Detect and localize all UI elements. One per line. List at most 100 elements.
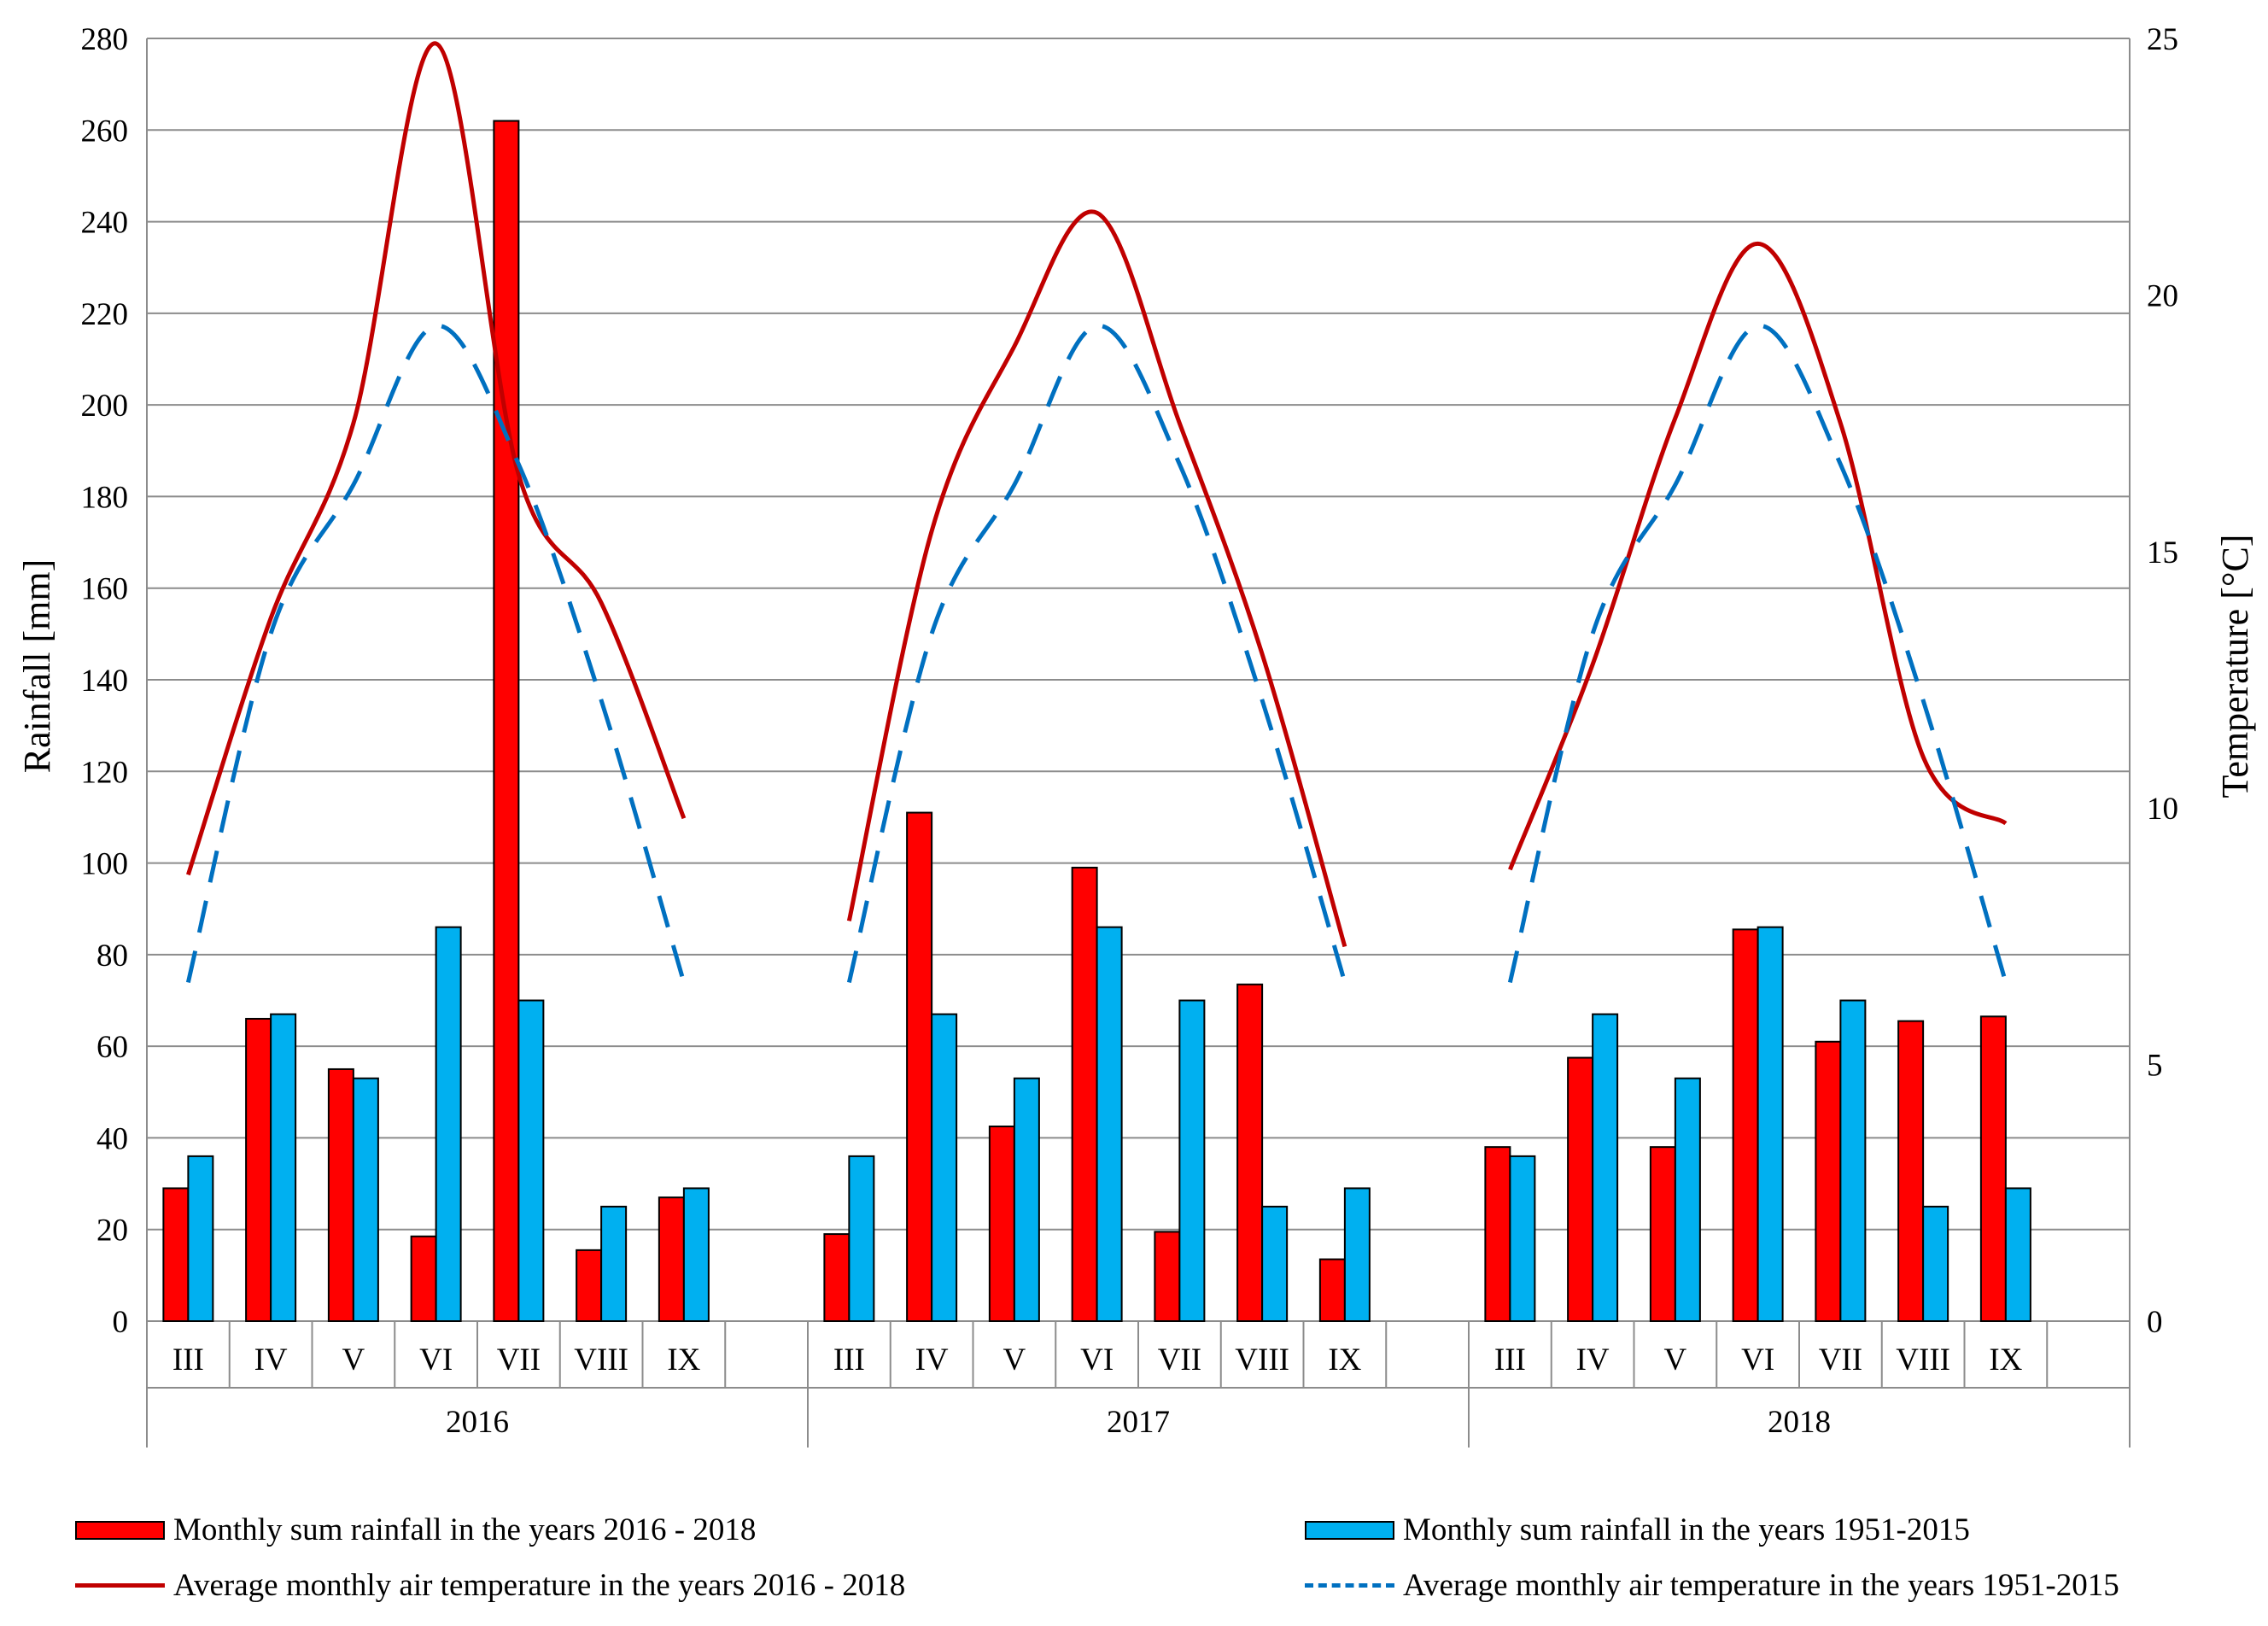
gridlines	[147, 38, 2130, 1322]
bar-rainfall-2016-2018	[1236, 983, 1264, 1322]
x-tick-label-month: VI	[1741, 1342, 1774, 1377]
legend-item-rainfall-2016-2018: Monthly sum rainfall in the years 2016 -…	[75, 1512, 756, 1548]
y-tick-label: 120	[81, 755, 129, 790]
legend-item-rainfall-1951-2015: Monthly sum rainfall in the years 1951-2…	[1305, 1512, 1970, 1548]
bar-rainfall-1951-2015	[187, 1155, 214, 1323]
x-tick-label-month: VII	[1819, 1342, 1862, 1377]
y-tick-label: 280	[81, 22, 129, 57]
x-tick-label-month: VI	[419, 1342, 453, 1377]
bar-rainfall-1951-2015	[1674, 1077, 1701, 1322]
y-axis-title: Rainfall [mm]	[16, 559, 58, 774]
line-temperature-1951-2015	[1507, 323, 2008, 984]
bar-rainfall-1951-2015	[2004, 1187, 2031, 1322]
bar-rainfall-1951-2015	[682, 1187, 710, 1322]
bar-rainfall-1951-2015	[600, 1205, 628, 1322]
bar-rainfall-2016-2018	[576, 1249, 603, 1322]
x-tick-label-month: IV	[254, 1342, 288, 1377]
bar-rainfall-2016-2018	[1979, 1015, 2007, 1323]
legend-item-temperature-1951-2015: Average monthly air temperature in the y…	[1305, 1567, 2119, 1604]
bar-rainfall-1951-2015	[517, 999, 545, 1322]
y-tick-label: 60	[96, 1030, 128, 1065]
bar-rainfall-2016-2018	[1318, 1258, 1346, 1323]
x-tick-label-month: V	[342, 1342, 365, 1377]
bar-rainfall-1951-2015	[1922, 1205, 1949, 1322]
x-tick-label-month: III	[833, 1342, 865, 1377]
legend-item-temperature-2016-2018: Average monthly air temperature in the y…	[75, 1567, 905, 1604]
y-tick-label: 260	[81, 114, 129, 149]
bar-rainfall-2016-2018	[1649, 1146, 1676, 1322]
bar-rainfall-2016-2018	[410, 1235, 437, 1323]
x-tick-label-year: 2017	[1107, 1405, 1170, 1440]
y2-tick-label: 10	[2147, 792, 2178, 827]
x-tick-label-month: IV	[915, 1342, 949, 1377]
x-tick-label-month: III	[172, 1342, 204, 1377]
y-tick-label: 200	[81, 389, 129, 424]
bar-rainfall-2016-2018	[988, 1126, 1015, 1322]
legend: Monthly sum rainfall in the years 2016 -…	[0, 1486, 2268, 1614]
legend-label: Average monthly air temperature in the y…	[1403, 1568, 2119, 1603]
bar-rainfall-1951-2015	[270, 1013, 297, 1323]
y2-tick-label: 25	[2147, 22, 2178, 57]
x-tick-label-month: VII	[497, 1342, 541, 1377]
x-tick-label-year: 2018	[1768, 1405, 1831, 1440]
bar-rainfall-1951-2015	[1839, 999, 1867, 1322]
bar-rainfall-1951-2015	[931, 1013, 958, 1323]
bar-rainfall-1951-2015	[848, 1155, 875, 1323]
x-tick-label-year: 2016	[446, 1405, 509, 1440]
bar-rainfall-2016-2018	[823, 1233, 850, 1323]
x-tick-label-month: IX	[1989, 1342, 2022, 1377]
bar-rainfall-1951-2015	[435, 926, 462, 1322]
x-tick-label-month: IV	[1576, 1342, 1610, 1377]
y-tick-label: 140	[81, 664, 129, 699]
y-tick-label: 80	[96, 939, 128, 974]
x-tick-label-month: III	[1494, 1342, 1526, 1377]
bar-rainfall-1951-2015	[1096, 926, 1123, 1322]
line-temperature-2016-2018	[185, 41, 687, 876]
bar-rainfall-1951-2015	[1343, 1187, 1371, 1322]
legend-label: Monthly sum rainfall in the years 2016 -…	[173, 1512, 757, 1547]
bar-rainfall-2016-2018	[1071, 866, 1098, 1322]
y2-tick-label: 20	[2147, 278, 2178, 313]
y-tick-label: 100	[81, 847, 129, 882]
bar-rainfall-1951-2015	[1509, 1155, 1536, 1323]
bar-rainfall-1951-2015	[352, 1077, 379, 1322]
legend-label: Average monthly air temperature in the y…	[173, 1568, 906, 1603]
x-tick-label-month: VII	[1158, 1342, 1201, 1377]
line-temperature-2016-2018	[1508, 241, 2008, 871]
legend-swatch-blue-bar	[1305, 1520, 1394, 1540]
legend-swatch-blue-dashed-line	[1305, 1583, 1394, 1588]
y-tick-label: 160	[81, 572, 129, 607]
bar-rainfall-2016-2018	[493, 120, 520, 1323]
line-series	[185, 41, 2008, 984]
x-tick-label-month: V	[1664, 1342, 1687, 1377]
line-temperature-1951-2015	[185, 323, 687, 984]
legend-swatch-red-line	[75, 1583, 165, 1588]
bar-rainfall-2016-2018	[245, 1017, 272, 1322]
bar-rainfall-2016-2018	[1154, 1231, 1181, 1323]
y2-axis-title: Temperature [°C]	[2214, 535, 2256, 798]
bar-rainfall-2016-2018	[162, 1187, 190, 1322]
y-tick-label: 40	[96, 1121, 128, 1156]
axes: 0 20 40 60 80 100 120 140 160 180 200 220 240 260 280 0…	[81, 22, 2178, 1448]
bar-rainfall-1951-2015	[1261, 1205, 1289, 1322]
bar-rainfall-2016-2018	[658, 1196, 685, 1323]
bar-rainfall-2016-2018	[906, 811, 933, 1322]
x-tick-label-month: V	[1003, 1342, 1026, 1377]
bar-series	[162, 120, 2031, 1323]
line-temperature-2016-2018	[846, 209, 1347, 948]
y2-tick-label: 5	[2147, 1049, 2163, 1084]
x-tick-label-month: IX	[1328, 1342, 1361, 1377]
x-tick-label-month: VIII	[1235, 1342, 1289, 1377]
legend-label: Monthly sum rainfall in the years 1951-2…	[1403, 1512, 1970, 1547]
chart: 0 20 40 60 80 100 120 140 160 180 200 220 240 260 280 0…	[16, 22, 2256, 1448]
x-tick-label-month: VIII	[574, 1342, 628, 1377]
y2-tick-label: 0	[2147, 1305, 2163, 1340]
y-tick-label: 220	[81, 297, 129, 332]
bar-rainfall-1951-2015	[1592, 1013, 1619, 1323]
bar-rainfall-2016-2018	[1732, 928, 1759, 1322]
x-tick-label-month: IX	[667, 1342, 700, 1377]
bar-rainfall-2016-2018	[1484, 1146, 1511, 1322]
bar-rainfall-1951-2015	[1757, 926, 1784, 1322]
y-tick-label: 0	[113, 1305, 129, 1340]
y-tick-label: 240	[81, 206, 129, 241]
